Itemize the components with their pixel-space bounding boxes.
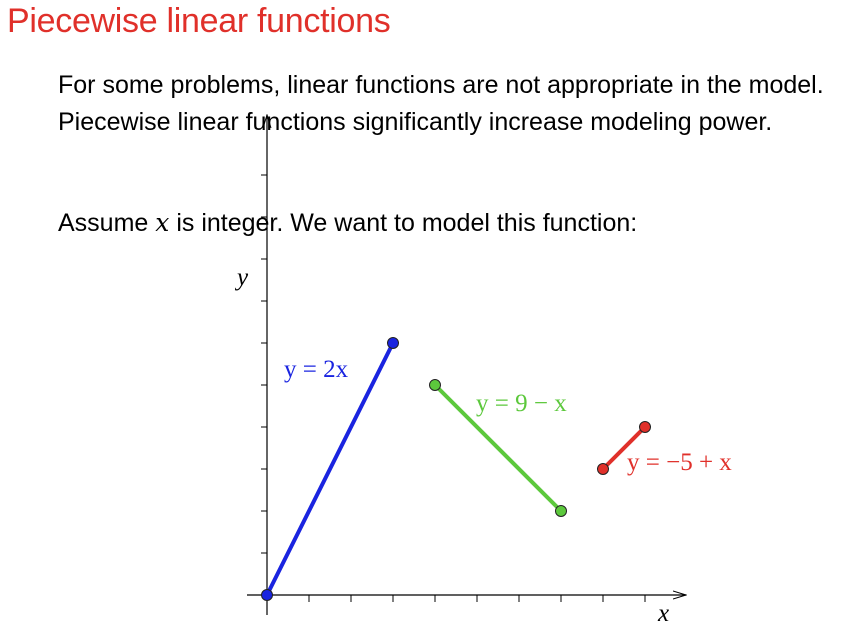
x-ticks bbox=[308, 595, 646, 602]
series-label: y = 2x bbox=[284, 356, 349, 383]
data-point bbox=[429, 379, 441, 391]
series-line bbox=[601, 425, 647, 471]
assume-variable: x bbox=[155, 208, 170, 237]
assumption-sentence: Assume x is integer. We want to model th… bbox=[58, 204, 637, 242]
slide-title: Piecewise linear functions bbox=[7, 2, 391, 40]
assume-after: is integer. We want to model this functi… bbox=[169, 209, 638, 237]
intro-paragraph: For some problems, linear functions are … bbox=[58, 71, 824, 136]
series-2: y = 9 − x bbox=[429, 379, 567, 517]
y-axis-label: y bbox=[234, 264, 249, 291]
series-label: y = −5 + x bbox=[627, 449, 732, 476]
series-layer: y = 2x y = 9 − x y = −5 + x bbox=[261, 337, 732, 601]
data-point bbox=[261, 589, 273, 601]
data-point bbox=[555, 505, 567, 517]
data-point bbox=[639, 421, 651, 433]
x-axis-label: x bbox=[657, 600, 669, 627]
series-line bbox=[433, 383, 563, 513]
data-point bbox=[387, 337, 399, 349]
series-label: y = 9 − x bbox=[476, 390, 567, 417]
data-point bbox=[597, 463, 609, 475]
series-line bbox=[265, 341, 395, 597]
assume-before: Assume bbox=[58, 209, 156, 237]
series-3: y = −5 + x bbox=[597, 421, 732, 476]
y-ticks bbox=[261, 174, 267, 554]
series-1: y = 2x bbox=[261, 337, 399, 601]
